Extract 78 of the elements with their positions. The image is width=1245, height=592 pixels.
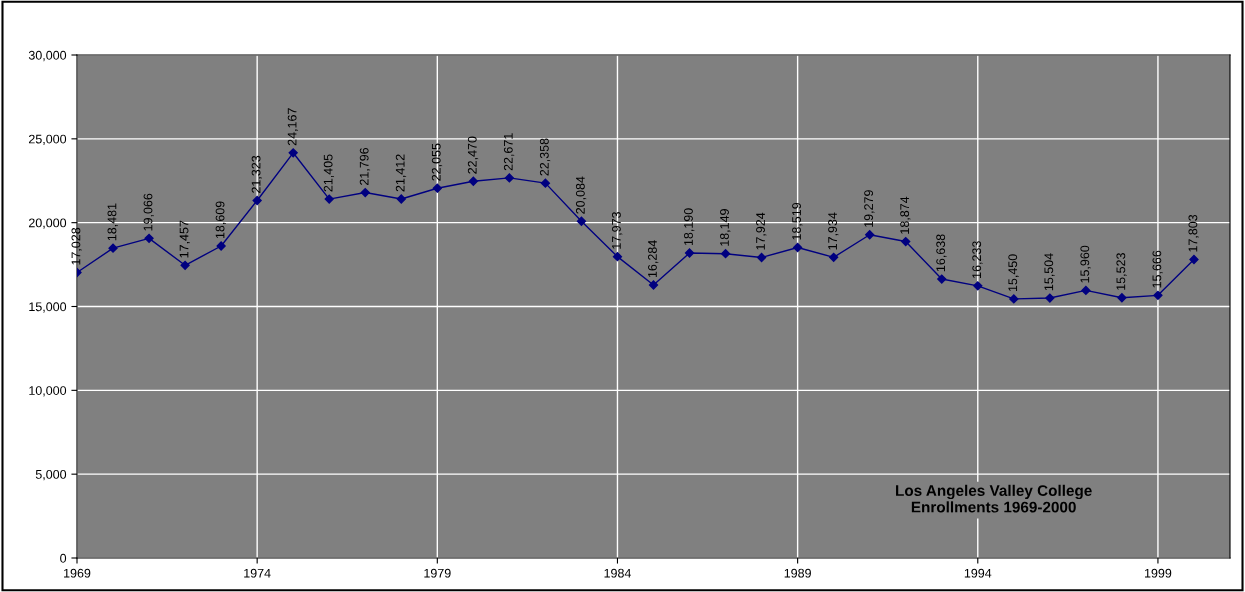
- data-label: 19,066: [143, 193, 154, 231]
- point: [576, 216, 587, 226]
- y-tick-label: 15,000: [29, 302, 67, 313]
- point: [865, 230, 875, 240]
- data-label: 15,450: [1008, 254, 1019, 292]
- x-tick-label: 1999: [1144, 568, 1172, 578]
- data-label: 17,028: [71, 227, 82, 265]
- data-label: 16,638: [936, 234, 947, 272]
- point: [216, 241, 226, 251]
- point: [144, 233, 154, 243]
- x-tick-label: 1969: [64, 568, 91, 578]
- point: [504, 173, 514, 183]
- y-tick-label: 10,000: [29, 386, 67, 397]
- point: [829, 252, 839, 262]
- data-label: 17,924: [756, 212, 767, 250]
- data-label: 24,167: [287, 108, 299, 146]
- point: [360, 187, 370, 198]
- data-label: 17,803: [1188, 214, 1199, 252]
- data-label: 15,523: [1116, 253, 1127, 290]
- data-label: 18,190: [684, 208, 695, 246]
- data-label: 15,666: [1152, 250, 1163, 288]
- data-label: 18,481: [107, 203, 118, 241]
- data-label: 20,084: [575, 176, 587, 214]
- x-tick-label: 1989: [784, 568, 811, 578]
- data-label: 21,796: [359, 147, 371, 185]
- point: [756, 252, 767, 263]
- y-tick-label: 25,000: [28, 134, 67, 145]
- point: [432, 183, 442, 193]
- x-tick-label: 1984: [604, 568, 632, 578]
- point: [288, 148, 298, 158]
- x-tick-label: 1979: [424, 568, 451, 578]
- point: [540, 178, 551, 188]
- point: [793, 242, 803, 253]
- data-label: 16,284: [648, 240, 659, 278]
- point: [973, 281, 983, 291]
- point: [720, 249, 731, 259]
- point: [684, 248, 695, 258]
- y-tick-label: 20,000: [28, 218, 67, 229]
- data-label: 19,279: [864, 190, 875, 227]
- data-label: 21,405: [323, 154, 335, 192]
- data-label: 15,960: [1080, 245, 1091, 283]
- point: [1117, 293, 1127, 303]
- data-label: 22,055: [431, 143, 443, 181]
- point: [108, 243, 118, 253]
- data-label: 18,149: [720, 209, 731, 246]
- data-label: 15,504: [1044, 253, 1055, 291]
- data-label: 22,671: [503, 133, 515, 171]
- point: [1153, 290, 1163, 300]
- point: [648, 280, 659, 290]
- point: [612, 252, 623, 262]
- data-label: 22,470: [467, 136, 479, 174]
- point: [324, 194, 334, 204]
- data-label: 17,457: [179, 220, 190, 258]
- point: [1045, 293, 1055, 303]
- data-label: 21,323: [251, 155, 262, 193]
- data-label: 16,233: [972, 241, 983, 278]
- point: [252, 195, 262, 206]
- data-label: 22,358: [539, 138, 551, 176]
- point: [1009, 294, 1019, 304]
- data-label: 17,934: [828, 212, 839, 250]
- y-tick-label: 5,000: [35, 469, 67, 481]
- point: [937, 274, 947, 284]
- x-tick-label: 1994: [964, 568, 992, 578]
- point: [901, 236, 911, 247]
- x-tick-label: 1974: [244, 568, 271, 578]
- data-label: 18,609: [215, 201, 226, 239]
- data-label: 18,874: [900, 196, 911, 234]
- point: [180, 260, 190, 270]
- data-label: 21,412: [395, 154, 407, 192]
- point: [1081, 285, 1091, 296]
- point: [468, 176, 478, 186]
- data-label: 18,519: [792, 202, 803, 240]
- data-label: 17,973: [611, 212, 623, 249]
- point: [1189, 254, 1199, 265]
- point: [396, 194, 406, 204]
- text: Los Angeles Valley College Enrollments 1969-2000: [896, 484, 1092, 513]
- y-tick-label: 0: [60, 553, 67, 563]
- y-tick-label: 30,000: [28, 50, 67, 62]
